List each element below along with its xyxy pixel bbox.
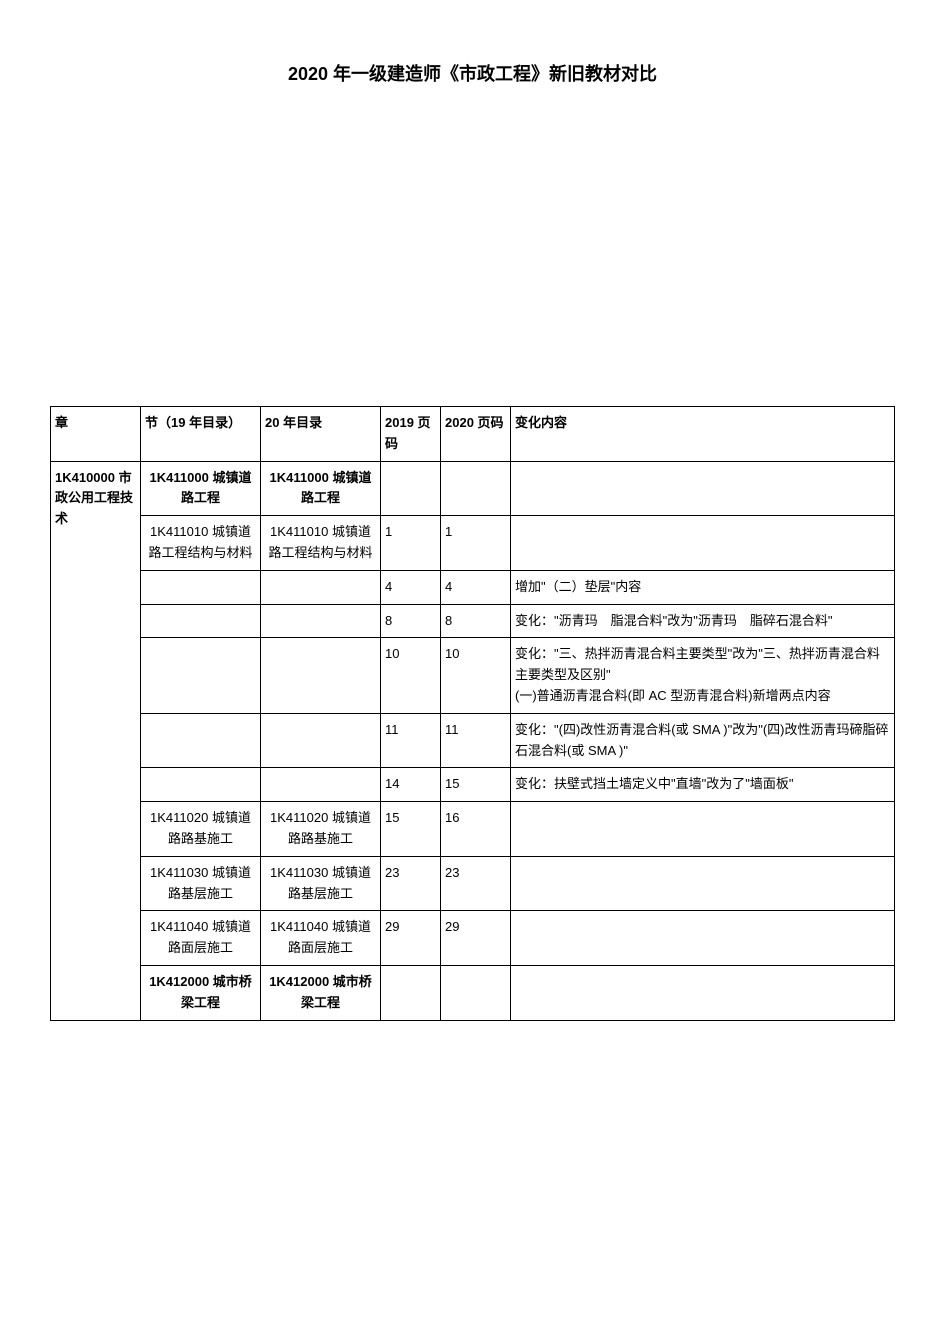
header-section20: 20 年目录: [261, 407, 381, 462]
cell-section19: 1K411030 城镇道路基层施工: [141, 856, 261, 911]
cell-section20: 1K411020 城镇道路路基施工: [261, 802, 381, 857]
header-page19: 2019 页码: [381, 407, 441, 462]
cell-change: 增加"（二）垫层"内容: [511, 570, 895, 604]
table-row: 1K411020 城镇道路路基施工1K411020 城镇道路路基施工1516: [51, 802, 895, 857]
cell-page20: [441, 461, 511, 516]
header-page20: 2020 页码: [441, 407, 511, 462]
table-header-row: 章 节（19 年目录） 20 年目录 2019 页码 2020 页码 变化内容: [51, 407, 895, 462]
cell-section19: 1K411020 城镇道路路基施工: [141, 802, 261, 857]
cell-page20: 1: [441, 516, 511, 571]
cell-change: 变化：扶壁式挡土墙定义中"直墙"改为了"墙面板": [511, 768, 895, 802]
cell-section20: 1K411030 城镇道路基层施工: [261, 856, 381, 911]
table-row: 1K411040 城镇道路面层施工1K411040 城镇道路面层施工2929: [51, 911, 895, 966]
cell-section20: 1K411010 城镇道路工程结构与材料: [261, 516, 381, 571]
table-row: 1K412000 城市桥梁工程1K412000 城市桥梁工程: [51, 965, 895, 1020]
table-row: 1415变化：扶壁式挡土墙定义中"直墙"改为了"墙面板": [51, 768, 895, 802]
cell-section19: [141, 768, 261, 802]
cell-page20: [441, 965, 511, 1020]
cell-change: [511, 856, 895, 911]
table-row: 1111变化："(四)改性沥青混合料(或 SMA )"改为"(四)改性沥青玛碲脂…: [51, 713, 895, 768]
cell-change: [511, 911, 895, 966]
cell-page19: [381, 461, 441, 516]
header-change: 变化内容: [511, 407, 895, 462]
table-row: 1K410000 市政公用工程技术1K411000 城镇道路工程1K411000…: [51, 461, 895, 516]
document-title: 2020 年一级建造师《市政工程》新旧教材对比: [50, 60, 895, 86]
cell-page19: 4: [381, 570, 441, 604]
cell-page19: 10: [381, 638, 441, 713]
cell-section20: [261, 768, 381, 802]
cell-change: 变化："三、热拌沥青混合料主要类型"改为"三、热拌沥青混合料主要类型及区别"(一…: [511, 638, 895, 713]
cell-page19: 29: [381, 911, 441, 966]
cell-page20: 23: [441, 856, 511, 911]
table-row: 1K411030 城镇道路基层施工1K411030 城镇道路基层施工2323: [51, 856, 895, 911]
cell-section20: 1K411000 城镇道路工程: [261, 461, 381, 516]
cell-section20: [261, 604, 381, 638]
cell-section20: [261, 570, 381, 604]
cell-section19: 1K412000 城市桥梁工程: [141, 965, 261, 1020]
cell-section20: [261, 638, 381, 713]
cell-section19: [141, 570, 261, 604]
cell-page20: 11: [441, 713, 511, 768]
cell-change: [511, 516, 895, 571]
cell-page19: 1: [381, 516, 441, 571]
cell-page19: 11: [381, 713, 441, 768]
cell-page20: 29: [441, 911, 511, 966]
cell-page20: 10: [441, 638, 511, 713]
cell-page19: 15: [381, 802, 441, 857]
cell-page19: 23: [381, 856, 441, 911]
header-section19: 节（19 年目录）: [141, 407, 261, 462]
cell-change: 变化："沥青玛 脂混合料"改为"沥青玛 脂碎石混合料": [511, 604, 895, 638]
cell-section19: 1K411010 城镇道路工程结构与材料: [141, 516, 261, 571]
cell-section20: [261, 713, 381, 768]
table-row: 88变化："沥青玛 脂混合料"改为"沥青玛 脂碎石混合料": [51, 604, 895, 638]
chapter-cell: 1K410000 市政公用工程技术: [51, 461, 141, 1020]
cell-page19: 8: [381, 604, 441, 638]
cell-section20: 1K411040 城镇道路面层施工: [261, 911, 381, 966]
cell-page19: [381, 965, 441, 1020]
comparison-table: 章 节（19 年目录） 20 年目录 2019 页码 2020 页码 变化内容 …: [50, 406, 895, 1021]
cell-page20: 15: [441, 768, 511, 802]
table-row: 44增加"（二）垫层"内容: [51, 570, 895, 604]
header-chapter: 章: [51, 407, 141, 462]
cell-section20: 1K412000 城市桥梁工程: [261, 965, 381, 1020]
cell-change: [511, 965, 895, 1020]
cell-page20: 8: [441, 604, 511, 638]
cell-section19: 1K411000 城镇道路工程: [141, 461, 261, 516]
cell-page20: 16: [441, 802, 511, 857]
cell-change: [511, 461, 895, 516]
cell-change: [511, 802, 895, 857]
cell-section19: [141, 638, 261, 713]
table-row: 1010变化："三、热拌沥青混合料主要类型"改为"三、热拌沥青混合料主要类型及区…: [51, 638, 895, 713]
cell-section19: [141, 713, 261, 768]
table-row: 1K411010 城镇道路工程结构与材料1K411010 城镇道路工程结构与材料…: [51, 516, 895, 571]
cell-change: 变化："(四)改性沥青混合料(或 SMA )"改为"(四)改性沥青玛碲脂碎石混合…: [511, 713, 895, 768]
cell-page19: 14: [381, 768, 441, 802]
cell-section19: 1K411040 城镇道路面层施工: [141, 911, 261, 966]
cell-page20: 4: [441, 570, 511, 604]
cell-section19: [141, 604, 261, 638]
